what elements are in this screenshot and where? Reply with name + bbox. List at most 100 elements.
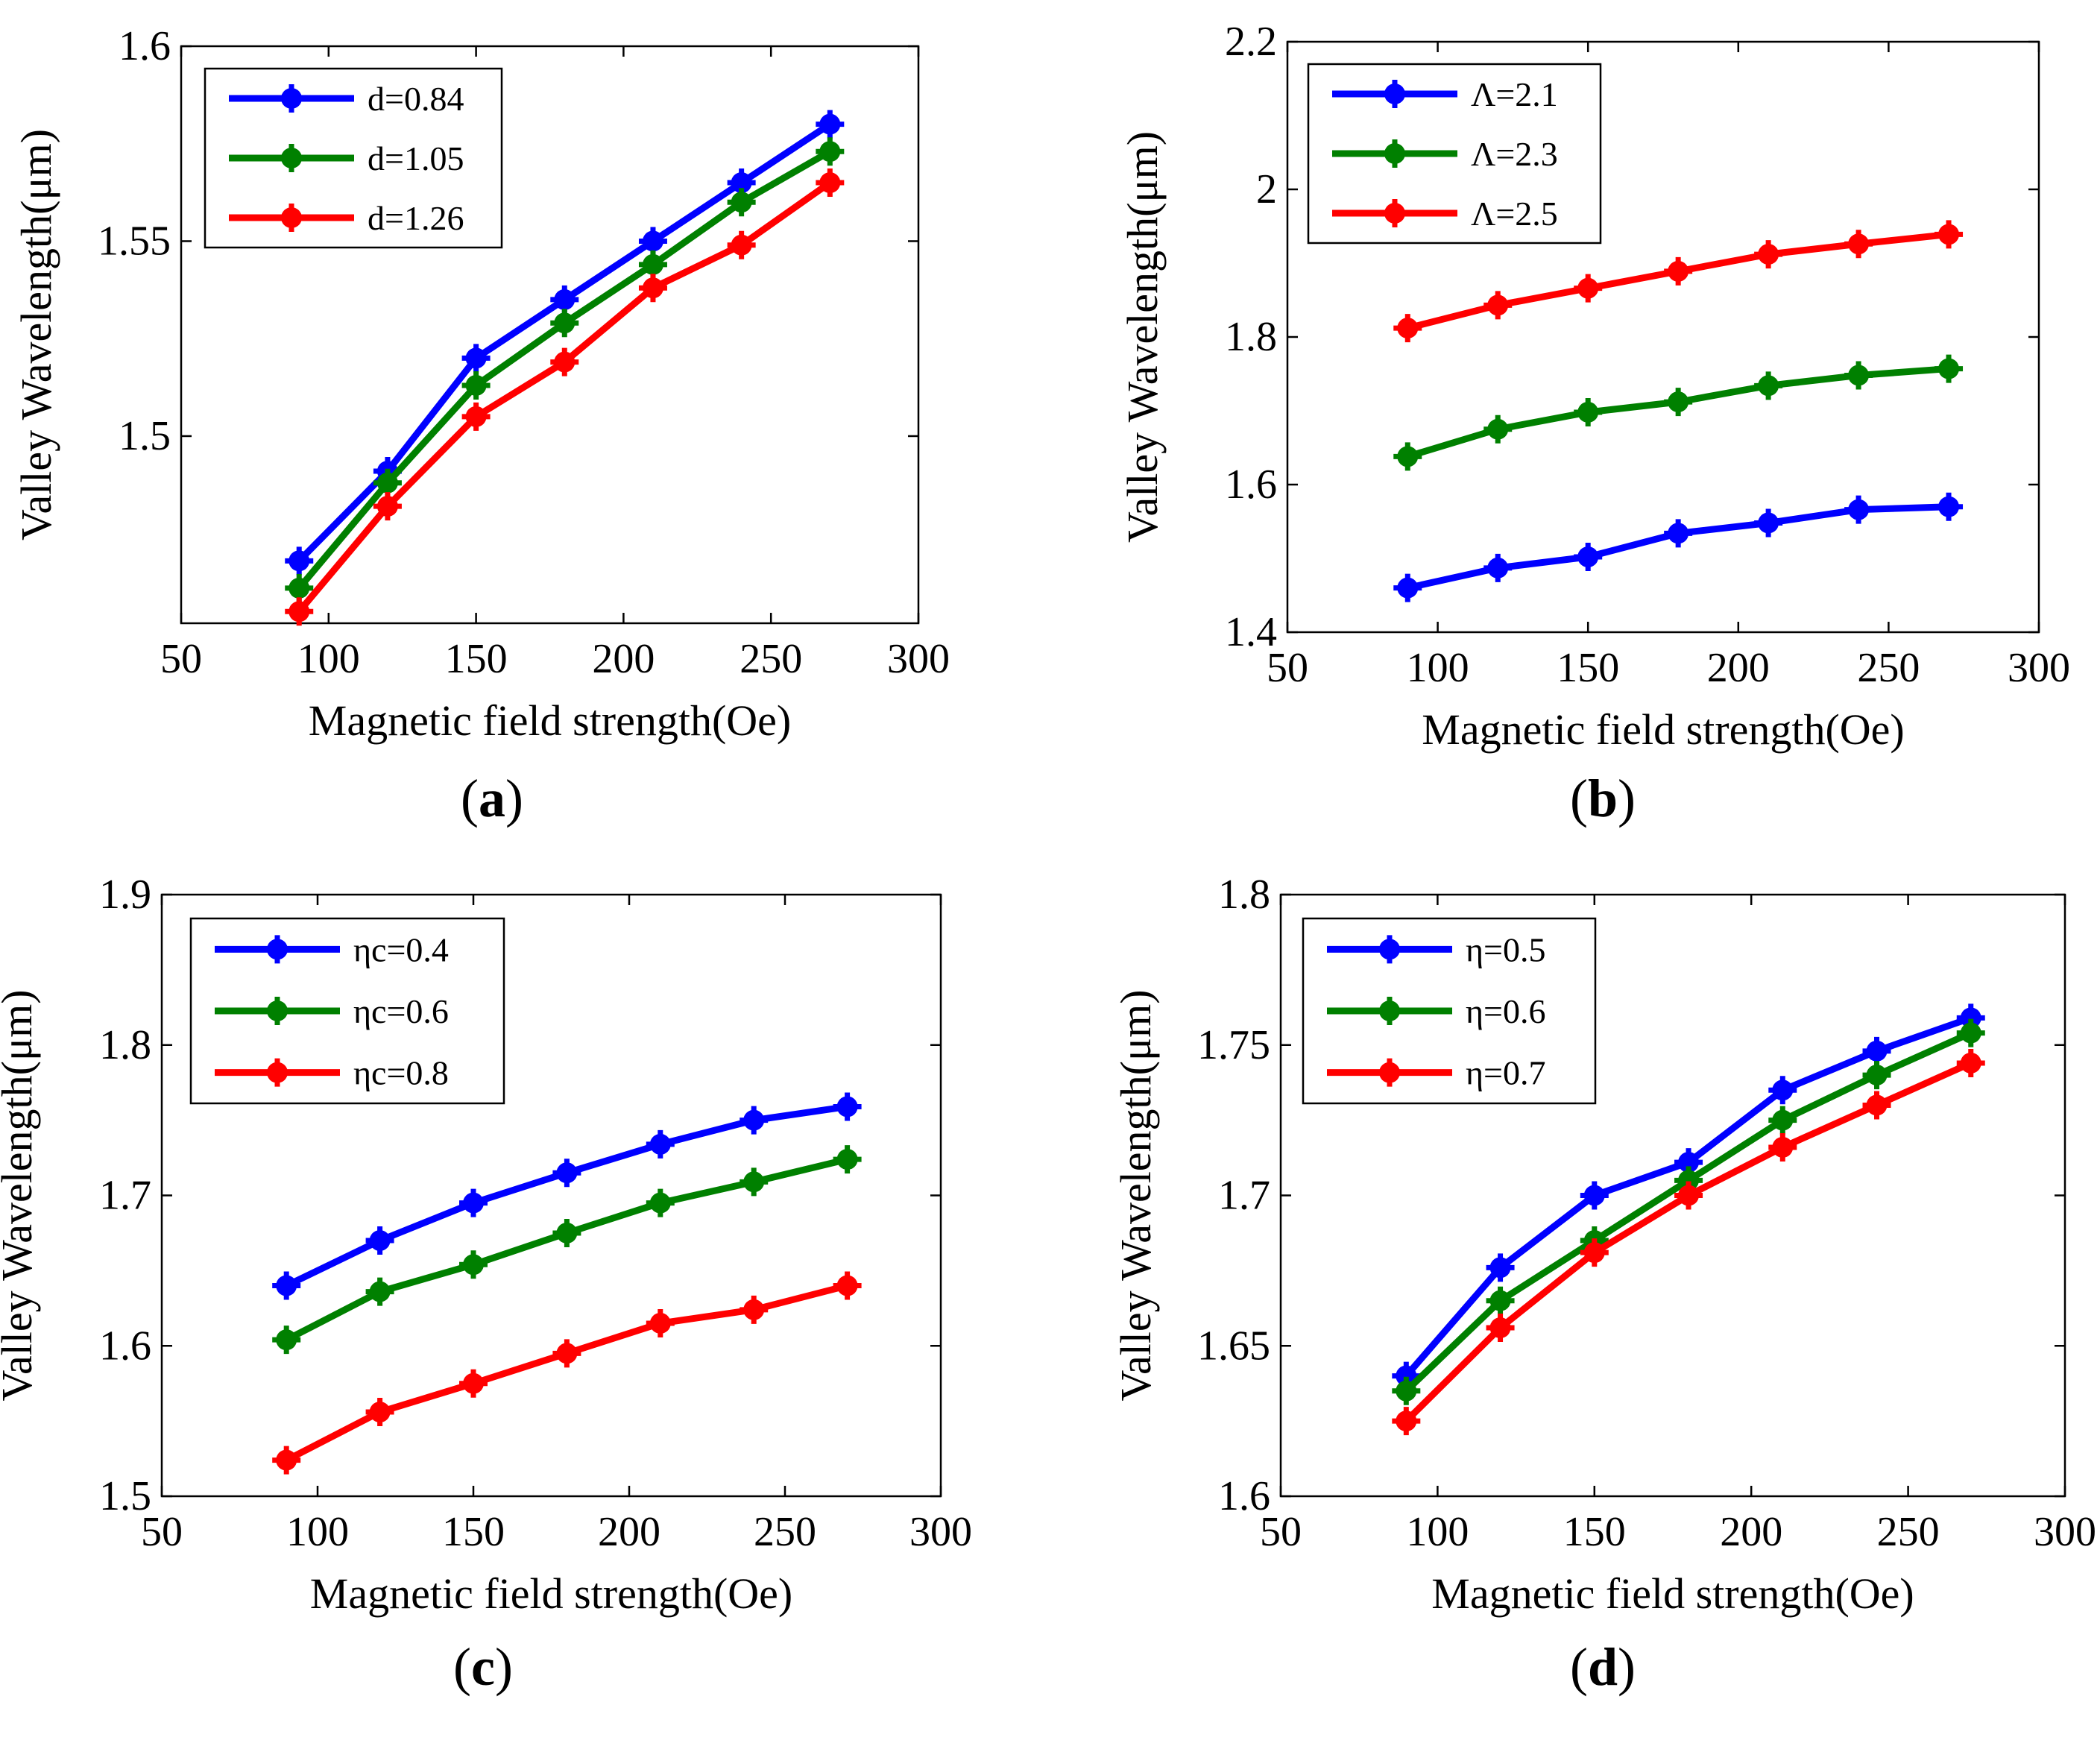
y-tick-label: 1.8 xyxy=(1218,872,1270,918)
data-point xyxy=(1674,1181,1703,1210)
y-tick-label: 1.6 xyxy=(99,1323,151,1369)
data-point xyxy=(461,371,491,400)
y-tick-label: 1.7 xyxy=(1218,1173,1270,1219)
y-axis-label: Valley Wavelength(μm) xyxy=(12,129,60,540)
data-point xyxy=(272,1271,301,1300)
x-tick-label: 250 xyxy=(1877,1509,1940,1555)
data-point xyxy=(1574,274,1603,303)
panel-label: (c) xyxy=(453,1637,513,1697)
data-point xyxy=(1580,1238,1609,1267)
data-point xyxy=(1392,1407,1421,1436)
x-tick-label: 200 xyxy=(592,636,655,682)
data-point xyxy=(373,492,402,521)
legend-label: ηc=0.4 xyxy=(353,930,449,968)
data-point xyxy=(461,402,491,431)
x-tick-label: 150 xyxy=(442,1509,505,1555)
data-point xyxy=(816,137,845,166)
data-point xyxy=(1956,1018,1985,1047)
data-point xyxy=(646,1308,675,1337)
data-point xyxy=(1483,291,1513,320)
data-point xyxy=(740,1106,769,1135)
data-point xyxy=(1486,1286,1515,1315)
y-tick-label: 1.7 xyxy=(99,1173,151,1219)
data-point xyxy=(459,1250,488,1279)
legend-label: d=0.84 xyxy=(368,80,464,118)
data-point xyxy=(1393,573,1422,602)
legend-label: d=1.26 xyxy=(368,199,464,237)
data-point xyxy=(461,344,491,373)
legend-marker xyxy=(1375,935,1404,964)
y-axis-label: Valley Wavelength(μm) xyxy=(0,989,41,1401)
x-tick-label: 250 xyxy=(754,1509,816,1555)
data-point xyxy=(1754,240,1783,269)
legend-label: Λ=2.5 xyxy=(1471,195,1558,233)
data-point xyxy=(1580,1181,1609,1210)
data-point xyxy=(365,1277,394,1306)
y-tick-label: 1.9 xyxy=(99,872,151,918)
y-tick-label: 1.6 xyxy=(1218,1473,1270,1519)
data-point xyxy=(1574,543,1603,572)
data-point xyxy=(1664,256,1693,286)
x-axis-label: Magnetic field strength(Oe) xyxy=(310,1569,792,1618)
data-point xyxy=(1393,314,1422,343)
x-tick-label: 200 xyxy=(1707,645,1770,691)
legend-marker xyxy=(277,144,306,172)
x-tick-label: 300 xyxy=(2034,1509,2096,1555)
y-tick-label: 1.55 xyxy=(98,218,171,264)
data-point xyxy=(365,1398,394,1427)
x-tick-label: 100 xyxy=(1406,1509,1469,1555)
data-point xyxy=(646,1129,675,1159)
x-tick-label: 100 xyxy=(1407,645,1469,691)
data-point xyxy=(459,1369,488,1398)
legend-label: ηc=0.8 xyxy=(353,1054,449,1092)
data-point xyxy=(272,1326,301,1355)
legend-label: d=1.05 xyxy=(368,139,464,177)
data-point xyxy=(646,1188,675,1217)
data-point xyxy=(552,1159,581,1188)
data-point xyxy=(1486,1314,1515,1343)
data-point xyxy=(740,1167,769,1197)
legend-marker xyxy=(263,1058,291,1087)
data-point xyxy=(1844,230,1873,259)
y-tick-label: 2 xyxy=(1256,166,1277,212)
legend-marker xyxy=(263,997,291,1025)
legend-label: Λ=2.3 xyxy=(1471,135,1558,173)
legend-marker xyxy=(263,935,291,964)
y-axis-label: Valley Wavelength(μm) xyxy=(1118,131,1167,543)
data-point xyxy=(1862,1061,1891,1090)
data-point xyxy=(1956,1048,1985,1077)
panel-label: (a) xyxy=(461,769,523,828)
data-point xyxy=(1844,495,1873,524)
data-point xyxy=(1862,1036,1891,1065)
x-tick-label: 50 xyxy=(1260,1509,1302,1555)
y-tick-label: 1.6 xyxy=(119,23,171,69)
x-tick-label: 100 xyxy=(286,1509,349,1555)
legend-marker xyxy=(1375,1058,1404,1087)
data-point xyxy=(1392,1376,1421,1405)
data-point xyxy=(365,1226,394,1255)
chart-panel-c: 50 100 150 200 250 300 1.5 1.6 1.7 1.8 1.9 Magnetic… xyxy=(0,872,972,1697)
data-point xyxy=(285,546,314,576)
data-point xyxy=(373,468,402,497)
legend-label: η=0.5 xyxy=(1466,930,1546,968)
y-tick-label: 1.5 xyxy=(119,413,171,459)
x-tick-label: 150 xyxy=(1557,645,1619,691)
y-tick-label: 1.8 xyxy=(99,1022,151,1068)
data-point xyxy=(1754,371,1783,400)
legend-marker xyxy=(1375,997,1404,1025)
data-point xyxy=(550,309,579,338)
data-point xyxy=(816,110,845,139)
legend: ηc=0.4 ηc=0.6 ηc=0.8 xyxy=(189,917,505,1105)
x-axis-label: Magnetic field strength(Oe) xyxy=(1422,705,1904,754)
x-tick-label: 200 xyxy=(598,1509,660,1555)
legend-marker xyxy=(1381,80,1409,108)
data-point xyxy=(833,1092,862,1121)
legend-marker xyxy=(277,204,306,232)
data-point xyxy=(638,274,667,303)
data-point xyxy=(550,347,579,376)
data-point xyxy=(1574,397,1603,426)
legend-label: Λ=2.1 xyxy=(1471,75,1558,113)
chart-panel-d: 50 100 150 200 250 300 1.6 1.65 1.7 1.75 1.8 Magnet… xyxy=(1112,872,2096,1697)
x-tick-label: 50 xyxy=(1267,645,1308,691)
